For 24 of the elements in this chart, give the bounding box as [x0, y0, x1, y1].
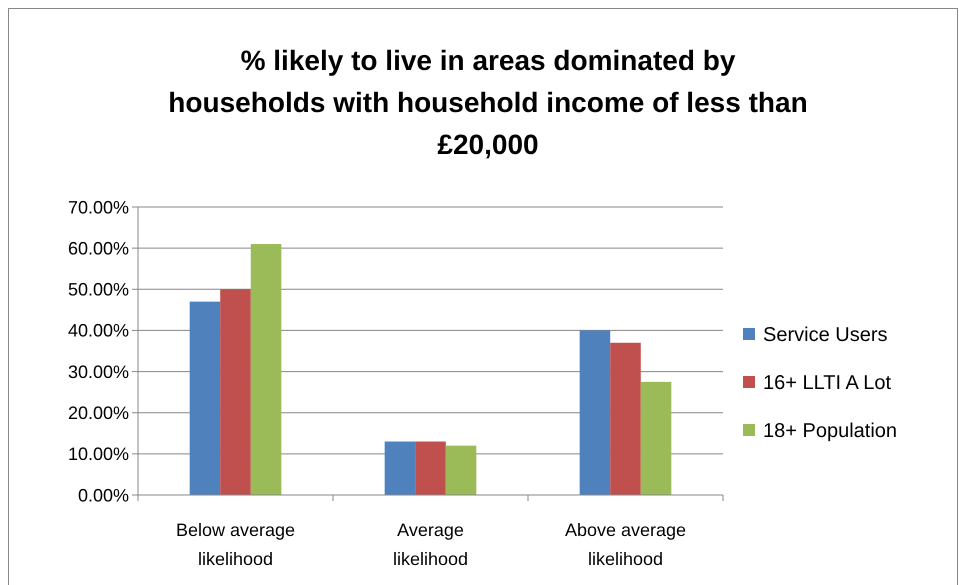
bar [640, 382, 672, 495]
bar [250, 244, 282, 495]
y-tick-label: 30.00% [68, 362, 129, 382]
y-tick-label: 50.00% [68, 280, 129, 300]
bar [610, 342, 641, 495]
x-tick-label: Below average likelihood [176, 520, 296, 569]
legend-label: Service Users [763, 324, 888, 346]
y-tick-label: 60.00% [68, 238, 129, 258]
x-tick-label: Above average likelihood [564, 520, 686, 569]
bar [190, 302, 220, 495]
bar [384, 442, 416, 495]
legend-label: 18+ Population [763, 420, 898, 442]
y-tick-label: 40.00% [68, 320, 129, 341]
x-tick-label: Average likelihood [392, 520, 468, 569]
chart-title: % likely to live in areas dominated by households with household income of less than £20,000 [168, 45, 808, 160]
y-tick-label: 20.00% [68, 403, 129, 424]
legend-label: 16+ LLTI A Lot [763, 372, 892, 394]
bar [446, 446, 476, 495]
y-tick-label: 10.00% [68, 444, 129, 464]
bar [220, 289, 251, 495]
y-tick-label: 70.00% [68, 197, 129, 218]
y-tick-label: 0.00% [78, 485, 129, 506]
bar [415, 442, 446, 495]
bar [580, 330, 610, 495]
